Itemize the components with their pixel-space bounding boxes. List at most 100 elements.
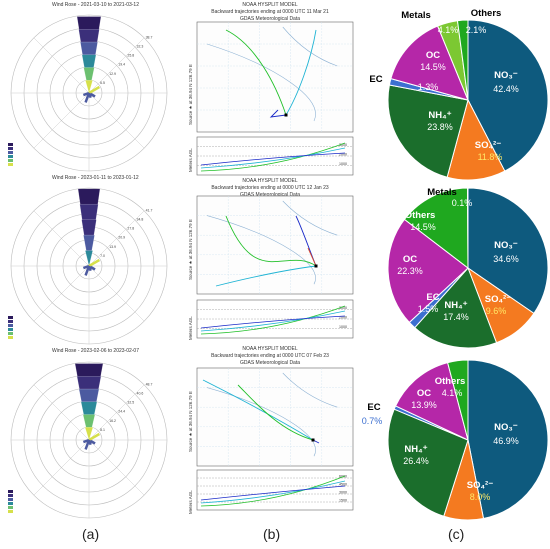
pie-category-label: OC (426, 50, 440, 61)
wind-rose-ring-label: 6.5 (100, 81, 105, 85)
hysplit-level-label: 3000 (339, 143, 347, 147)
pie-category-label: Metals (427, 187, 457, 198)
hysplit-level-label: 1000 (339, 162, 347, 166)
wind-rose-legend-swatch (8, 159, 13, 162)
panel-label-b: (b) (263, 526, 281, 542)
pie-value-label: 1.3% (418, 82, 439, 92)
pie-value-label: 34.6% (493, 254, 519, 264)
hysplit-trajectory (225, 215, 317, 267)
wind-rose-legend-swatch (8, 506, 13, 509)
pie-category-label: Others (435, 376, 466, 387)
wind-rose-title-3: Wind Rose - 2023-02-06 to 2023-02-07 (52, 348, 139, 354)
pie-value-label: 26.4% (403, 456, 429, 466)
wind-rose-svg: 38.7 32.3 25.8 19.4 12.9 6.5 41.7 34.8 27.8 20.9 1… (8, 14, 168, 519)
wind-rose-legend-swatch (8, 163, 13, 166)
wind-rose-legend-swatch (8, 155, 13, 158)
hysplit-met-line: GDAS Meteorological Data (239, 360, 301, 366)
hysplit-map-frame (196, 367, 354, 467)
pie-category-label: NO₃⁻ (494, 422, 518, 433)
hysplit-block-2: 3000 2000 1000 (196, 195, 354, 339)
hysplit-level-label: 4500 (339, 483, 347, 487)
pie-category-label: Others (471, 8, 502, 19)
wind-rose-spoke (33, 439, 90, 496)
wind-rose-legend-swatch (8, 143, 13, 146)
pie-category-label: NO₃⁻ (494, 240, 518, 251)
hysplit-model-line: NOAA HYSPLIT MODEL (242, 346, 298, 352)
pie-slice-metals (466, 187, 469, 269)
pie-slice-nh4 (387, 408, 469, 517)
panel-a-wind-roses: Wind Rose - 2021-03-10 to 2021-03-12 Win… (0, 0, 185, 520)
pie-value-label: 4.1% (442, 388, 463, 398)
pie-value-label: 11.8% (478, 152, 503, 162)
hysplit-source-marker (284, 113, 288, 117)
pie-value-label: 0.7% (362, 416, 383, 426)
hysplit-border (282, 372, 338, 408)
hysplit-source-marker (311, 438, 315, 442)
wind-rose-1: 38.7 32.3 25.8 19.4 12.9 6.5 (8, 14, 168, 172)
pie-category-label: SO₄²⁻ (485, 294, 511, 305)
wind-rose-2: 41.7 34.8 27.8 20.9 13.9 7.0 (8, 187, 168, 345)
pie-category-label: OC (403, 254, 417, 265)
pie-chart-3: NO₃⁻ 46.9% SO₄²⁻8.0% NH₄⁺26.4% EC 0.7% OC13.9%… (362, 359, 549, 520)
wind-rose-title-2: Wind Rose - 2023-01-11 to 2023-01-12 (52, 175, 139, 181)
hysplit-coastline (206, 43, 316, 122)
wind-rose-minor-petal (88, 258, 101, 268)
hysplit-trajectory (237, 384, 314, 441)
hysplit-traj-line: Backward trajectories ending at 0000 UTC… (211, 185, 329, 191)
pie-value-label: 13.9% (411, 400, 437, 410)
hysplit-level-label: 3000 (339, 491, 347, 495)
wind-rose-ring-label: 24.4 (118, 410, 125, 414)
wind-rose-spoke (88, 265, 145, 322)
wind-rose-legend-swatch (8, 151, 13, 154)
wind-rose-legend-swatch (8, 502, 13, 505)
wind-rose-minor-petal (82, 91, 90, 97)
hysplit-profile-trajectory (200, 305, 346, 335)
panel-label-c: (c) (448, 526, 465, 542)
hysplit-level-label: 2000 (339, 153, 347, 157)
pie-category-label: NH₄⁺ (444, 300, 467, 311)
hysplit-title-1: NOAA HYSPLIT MODEL Backward trajectories… (185, 2, 355, 23)
wind-rose-minor-petal (82, 438, 90, 444)
wind-rose-minor-petal (87, 439, 92, 446)
hysplit-border (282, 200, 338, 236)
pie-chart-1: NO₃⁻ 42.4% SO₄²⁻11.8% NH₄⁺23.8% EC 1.3% OC14.5… (369, 8, 549, 181)
pie-slice-no3 (467, 359, 549, 520)
hysplit-profile-trajectory (200, 310, 346, 332)
hysplit-profile-trajectory (200, 152, 346, 166)
hysplit-traj-line: Backward trajectories ending at 0000 UTC… (211, 353, 329, 359)
wind-rose-legend-swatch (8, 494, 13, 497)
wind-rose-spoke (33, 37, 90, 94)
pie-value-label: 14.5% (420, 62, 446, 72)
hysplit-title-3: NOAA HYSPLIT MODEL Backward trajectories… (185, 346, 355, 367)
wind-rose-minor-petal (88, 85, 101, 95)
wind-rose-ring-label: 25.8 (127, 54, 134, 58)
pie-value-label: 23.8% (427, 122, 453, 132)
hysplit-trajectory (307, 247, 317, 267)
panel-label-a: (a) (82, 526, 100, 542)
hysplit-block-1: 3000 2000 1000 (196, 21, 354, 176)
wind-rose-ring-label: 32.3 (137, 45, 144, 49)
hysplit-level-label: 3000 (339, 306, 347, 310)
hysplit-trajectory (202, 379, 314, 441)
wind-rose-legend-swatch (8, 490, 13, 493)
hysplit-trajectory (215, 265, 317, 287)
pie-chart-2: NO₃⁻ 34.6% SO₄²⁻9.6% NH₄⁺17.4% EC1.5% OC22.3%… (387, 187, 549, 349)
pie-category-label: NH₄⁺ (428, 110, 451, 121)
hysplit-border (282, 26, 338, 67)
pie-slice-oc (394, 362, 469, 441)
wind-rose-spoke (88, 384, 145, 441)
wind-rose-legend-swatch (8, 336, 13, 339)
hysplit-level-label: 1500 (339, 499, 347, 503)
wind-rose-ring-label: 19.4 (118, 63, 125, 67)
hysplit-level-label: 1000 (339, 325, 347, 329)
pie-category-label: EC (426, 292, 439, 303)
panel-b-hysplit: NOAA HYSPLIT MODEL Backward trajectories… (185, 0, 360, 520)
wind-rose-ring-label: 32.5 (127, 401, 134, 405)
pie-value-label: 0.1% (452, 198, 473, 208)
pie-category-label: OC (417, 388, 431, 399)
pie-slice-nh4 (387, 84, 469, 178)
hysplit-met-line: GDAS Meteorological Data (239, 16, 301, 22)
pie-category-label: Metals (401, 10, 431, 21)
hysplit-map-frame (196, 195, 354, 295)
